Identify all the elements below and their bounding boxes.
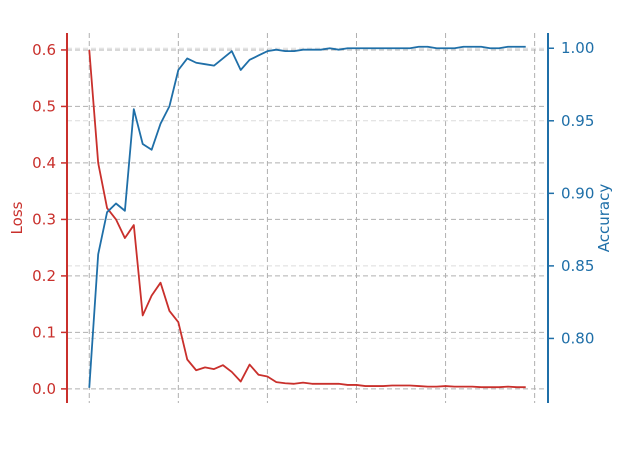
y-right-tick-label: 0.85 — [561, 257, 594, 275]
y-axis-left-title: Loss — [8, 201, 26, 234]
loss-series-line — [88, 49, 526, 389]
y-right-tick-label: 0.90 — [561, 184, 594, 202]
y-left-tick-label: 0.2 — [32, 267, 56, 285]
y-right-tick-label: 0.95 — [561, 112, 594, 130]
axis-labels: Loss Accuracy — [8, 184, 613, 253]
y-left-tick-label: 0.4 — [32, 154, 56, 172]
series-layer — [88, 45, 526, 389]
axes: 0.0 0.1 0.2 0.3 0.4 0.5 0.6 0.80 0.85 0.90 0.95 1.0… — [32, 33, 594, 403]
y-left-tick-label: 0.1 — [32, 323, 56, 341]
y-right-tick-label: 0.80 — [561, 329, 594, 347]
grid-lines — [67, 33, 548, 403]
y-left-tick-label: 0.6 — [32, 41, 56, 59]
accuracy-series-line — [88, 45, 526, 388]
y-left-tick-label: 0.0 — [32, 380, 56, 398]
y-left-tick-label: 0.3 — [32, 210, 56, 228]
y-left-tick-label: 0.5 — [32, 97, 56, 115]
y-right-tick-label: 1.00 — [561, 39, 594, 57]
y-axis-right-title: Accuracy — [595, 184, 613, 253]
